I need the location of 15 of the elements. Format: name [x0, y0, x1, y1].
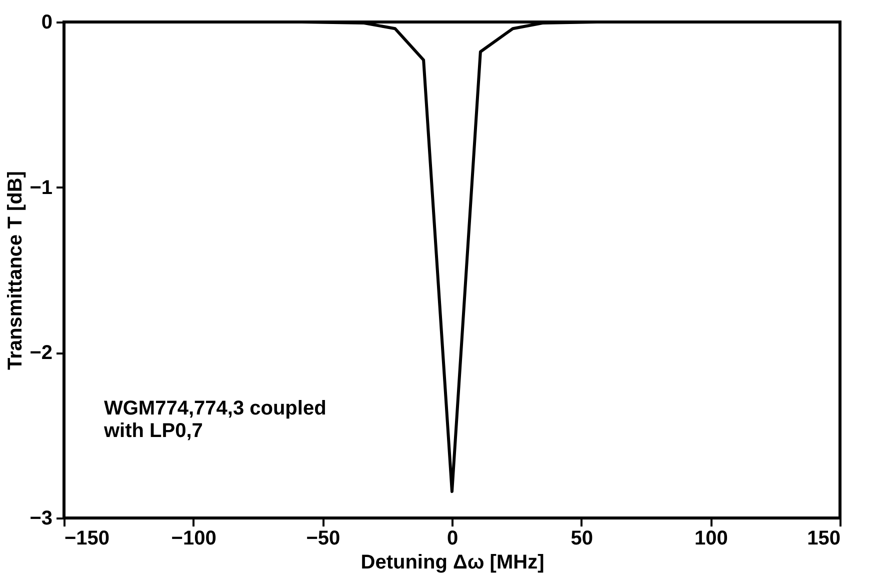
x-tick-label: 0	[446, 528, 458, 550]
y-axis-title: Transmittance T [dB]	[4, 171, 27, 370]
x-tick-label: −150	[64, 528, 110, 550]
y-tick-label: −3	[30, 508, 52, 530]
y-tick-label: −2	[30, 342, 52, 364]
x-tick-label: −100	[171, 528, 216, 550]
y-tick-label: 0	[41, 12, 52, 34]
x-tick-label: 150	[807, 528, 840, 550]
y-tick-label: −1	[30, 176, 52, 199]
annotation: with LP0,7	[103, 420, 203, 442]
x-tick-label: 100	[694, 528, 728, 550]
x-tick-label: 50	[570, 528, 593, 550]
x-tick-label: −50	[306, 528, 340, 550]
annotation: WGM774,774,3 coupled	[104, 397, 326, 420]
x-axis-title: Detuning Δω [MHz]	[360, 552, 544, 574]
